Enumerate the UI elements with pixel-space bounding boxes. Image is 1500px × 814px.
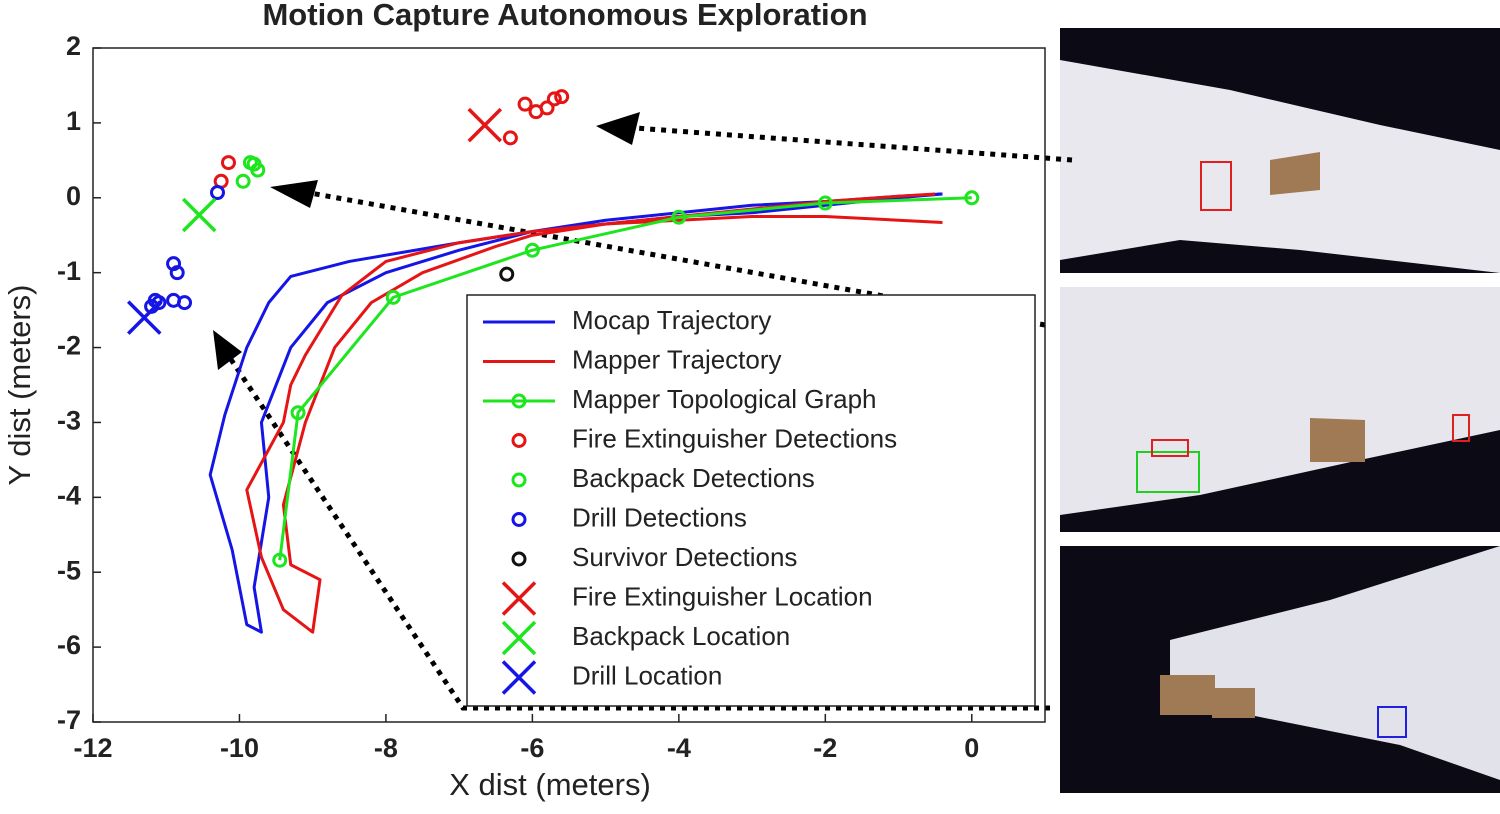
y-tick-label: -2 (57, 331, 81, 361)
circle-marker (220, 155, 236, 171)
legend-label: Mocap Trajectory (572, 305, 771, 335)
y-tick-label: -1 (57, 256, 81, 286)
y-tick-label: 1 (66, 106, 81, 136)
circle-marker (517, 96, 533, 112)
legend-label: Drill Detections (572, 502, 747, 532)
legend-marker (511, 472, 527, 488)
legend-label: Mapper Trajectory (572, 344, 782, 374)
legend-marker (511, 393, 527, 409)
circle-marker (502, 130, 518, 146)
x-tick-label: -6 (520, 733, 544, 763)
legend-label: Backpack Location (572, 621, 790, 651)
series-line (278, 196, 972, 561)
y-tick-label: -7 (57, 705, 81, 735)
legend-marker (511, 551, 527, 567)
circle-marker (385, 289, 401, 305)
circle-marker (246, 156, 262, 172)
y-tick-label: -3 (57, 406, 81, 436)
x-tick-label: -10 (220, 733, 259, 763)
legend-marker (501, 660, 537, 695)
x-tick-label: -12 (73, 733, 112, 763)
circle-marker (546, 91, 562, 107)
circle-marker (169, 265, 185, 281)
cross-marker (467, 107, 503, 143)
circle-marker (671, 209, 687, 225)
photo-1 (1060, 28, 1500, 273)
plot-frame (92, 47, 1046, 723)
x-axis-label: X dist (meters) (449, 767, 651, 802)
x-tick-label: -4 (667, 733, 691, 763)
legend-label: Fire Extinguisher Detections (572, 423, 897, 453)
circle-marker (166, 292, 182, 308)
cross-marker (127, 300, 162, 335)
circle-marker (528, 104, 544, 120)
legend-label: Survivor Detections (572, 542, 797, 572)
legend-label: Backpack Detections (572, 463, 815, 493)
circle-marker (290, 405, 306, 421)
circle-marker (272, 552, 288, 568)
circle-marker (235, 173, 251, 189)
circle-marker (817, 195, 833, 211)
photo-2 (1060, 287, 1500, 532)
legend-label: Drill Location (572, 660, 722, 690)
y-tick-label: -4 (57, 480, 81, 510)
series-line (245, 192, 943, 634)
arrowheads (213, 112, 640, 370)
y-tick-label: 2 (66, 31, 81, 61)
legend-marker (501, 581, 537, 616)
circle-marker (964, 190, 980, 206)
circle-marker (209, 185, 225, 201)
legend-box (466, 294, 1036, 707)
legend-label: Fire Extinguisher Location (572, 581, 873, 611)
circle-marker (554, 89, 570, 105)
legend-marker (501, 620, 537, 656)
legend-label: Mapper Topological Graph (572, 384, 876, 414)
y-tick-label: -6 (57, 630, 81, 660)
chart-title: Motion Capture Autonomous Exploration (262, 0, 867, 32)
cross-marker (181, 197, 217, 233)
legend-marker (511, 433, 527, 448)
photo-3 (1060, 546, 1500, 793)
y-tick-label: -5 (57, 555, 81, 585)
legend-marker (511, 512, 527, 527)
x-tick-label: -8 (374, 733, 398, 763)
y-axis-label: Y dist (meters) (2, 285, 37, 486)
y-tick-label: 0 (66, 181, 81, 211)
circle-marker (499, 266, 515, 282)
x-tick-label: 0 (964, 733, 979, 763)
x-tick-label: -2 (813, 733, 837, 763)
circle-marker (524, 242, 540, 258)
